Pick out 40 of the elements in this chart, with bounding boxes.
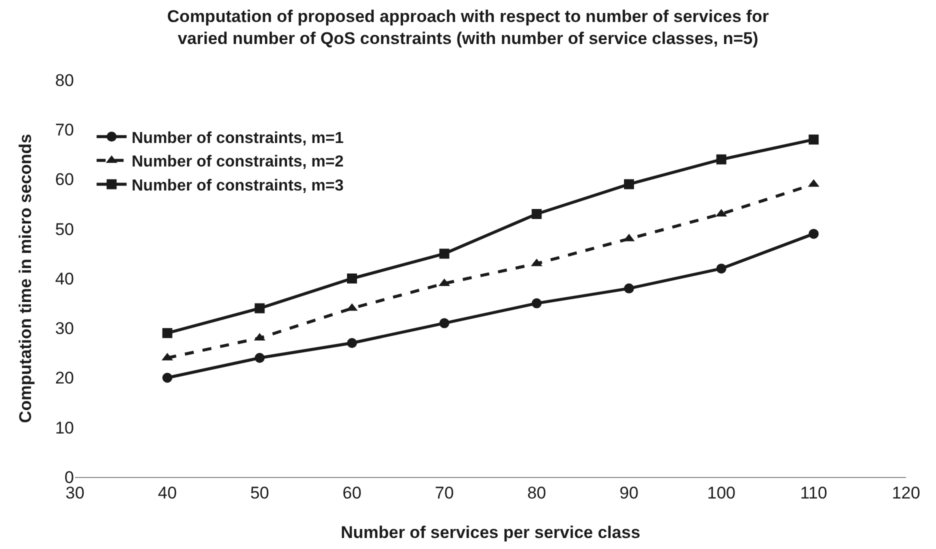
- point: [347, 274, 357, 284]
- point: [624, 179, 634, 190]
- legend-label: Number of constraints, m=3: [132, 177, 344, 194]
- x-tick-label: 100: [707, 483, 736, 502]
- y-axis-title: Computation time in micro seconds: [16, 134, 35, 424]
- point: [254, 352, 265, 363]
- x-tick-label: 110: [800, 483, 828, 502]
- point: [162, 328, 172, 338]
- x-tick-label: 80: [527, 483, 546, 502]
- point: [716, 264, 726, 274]
- y-tick-label: 50: [55, 220, 74, 239]
- y-tick-label: 10: [55, 418, 74, 438]
- point: [439, 318, 450, 328]
- point: [808, 134, 819, 145]
- legend-label: Number of constraints, m=2: [132, 154, 344, 171]
- point: [808, 228, 819, 239]
- x-tick-label: 90: [620, 483, 638, 502]
- point: [624, 283, 634, 294]
- point: [439, 248, 450, 259]
- x-tick-label: 60: [342, 483, 362, 502]
- point: [716, 154, 726, 164]
- y-tick-label: 60: [55, 170, 74, 190]
- y-tick-label: 20: [55, 368, 74, 388]
- y-tick-label: 0: [64, 468, 74, 487]
- y-tick-label: 30: [55, 319, 74, 338]
- point: [254, 303, 265, 314]
- point: [162, 372, 172, 383]
- x-tick-label: 70: [434, 483, 454, 502]
- point: [532, 298, 542, 308]
- x-axis-title: Number of services per service class: [340, 523, 640, 542]
- legend-label: Number of constraints, m=1: [132, 130, 344, 147]
- x-tick-label: 40: [158, 483, 177, 502]
- y-tick-label: 80: [55, 70, 74, 90]
- point: [532, 208, 542, 219]
- x-tick-label: 120: [892, 483, 920, 502]
- y-tick-label: 40: [55, 269, 74, 288]
- x-tick-label: 50: [250, 483, 270, 502]
- chart-title: Computation of proposed approach with respect to number of services for varied number of QoS constraints (with number of service classes, n=5): [167, 6, 770, 48]
- y-tick-label: 70: [55, 120, 74, 140]
- point: [347, 338, 357, 348]
